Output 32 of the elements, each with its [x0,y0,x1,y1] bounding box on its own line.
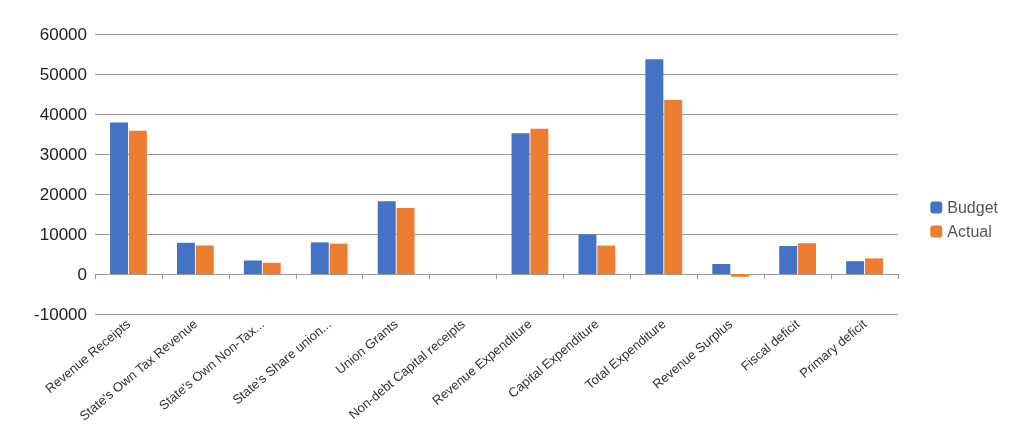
bar [846,261,865,274]
y-tick-label: 10000 [39,224,87,244]
bar [396,208,415,274]
legend-label: Budget [947,199,999,216]
bar [597,245,616,274]
bar [195,245,214,274]
legend-label: Actual [947,223,992,240]
bar [731,274,750,277]
bar [310,242,329,274]
bar [377,201,396,274]
y-tick-label: 60000 [39,24,87,44]
bar [128,130,147,274]
y-tick-label: 50000 [39,64,87,84]
bar [578,234,597,274]
bar [530,128,549,274]
bar [329,243,348,274]
bar [645,59,664,274]
y-tick-label: -10000 [34,304,87,324]
y-tick-label: 30000 [39,144,87,164]
bar [779,246,798,274]
bar [798,243,817,274]
y-tick-label: 40000 [39,104,87,124]
bar [712,264,731,274]
bar [110,122,129,274]
bar [864,258,883,274]
bar [176,242,195,274]
bar [262,262,281,274]
bar [243,260,262,274]
bar [511,133,530,274]
y-tick-label: 0 [77,264,87,284]
bar [664,100,683,274]
y-tick-label: 20000 [39,184,87,204]
